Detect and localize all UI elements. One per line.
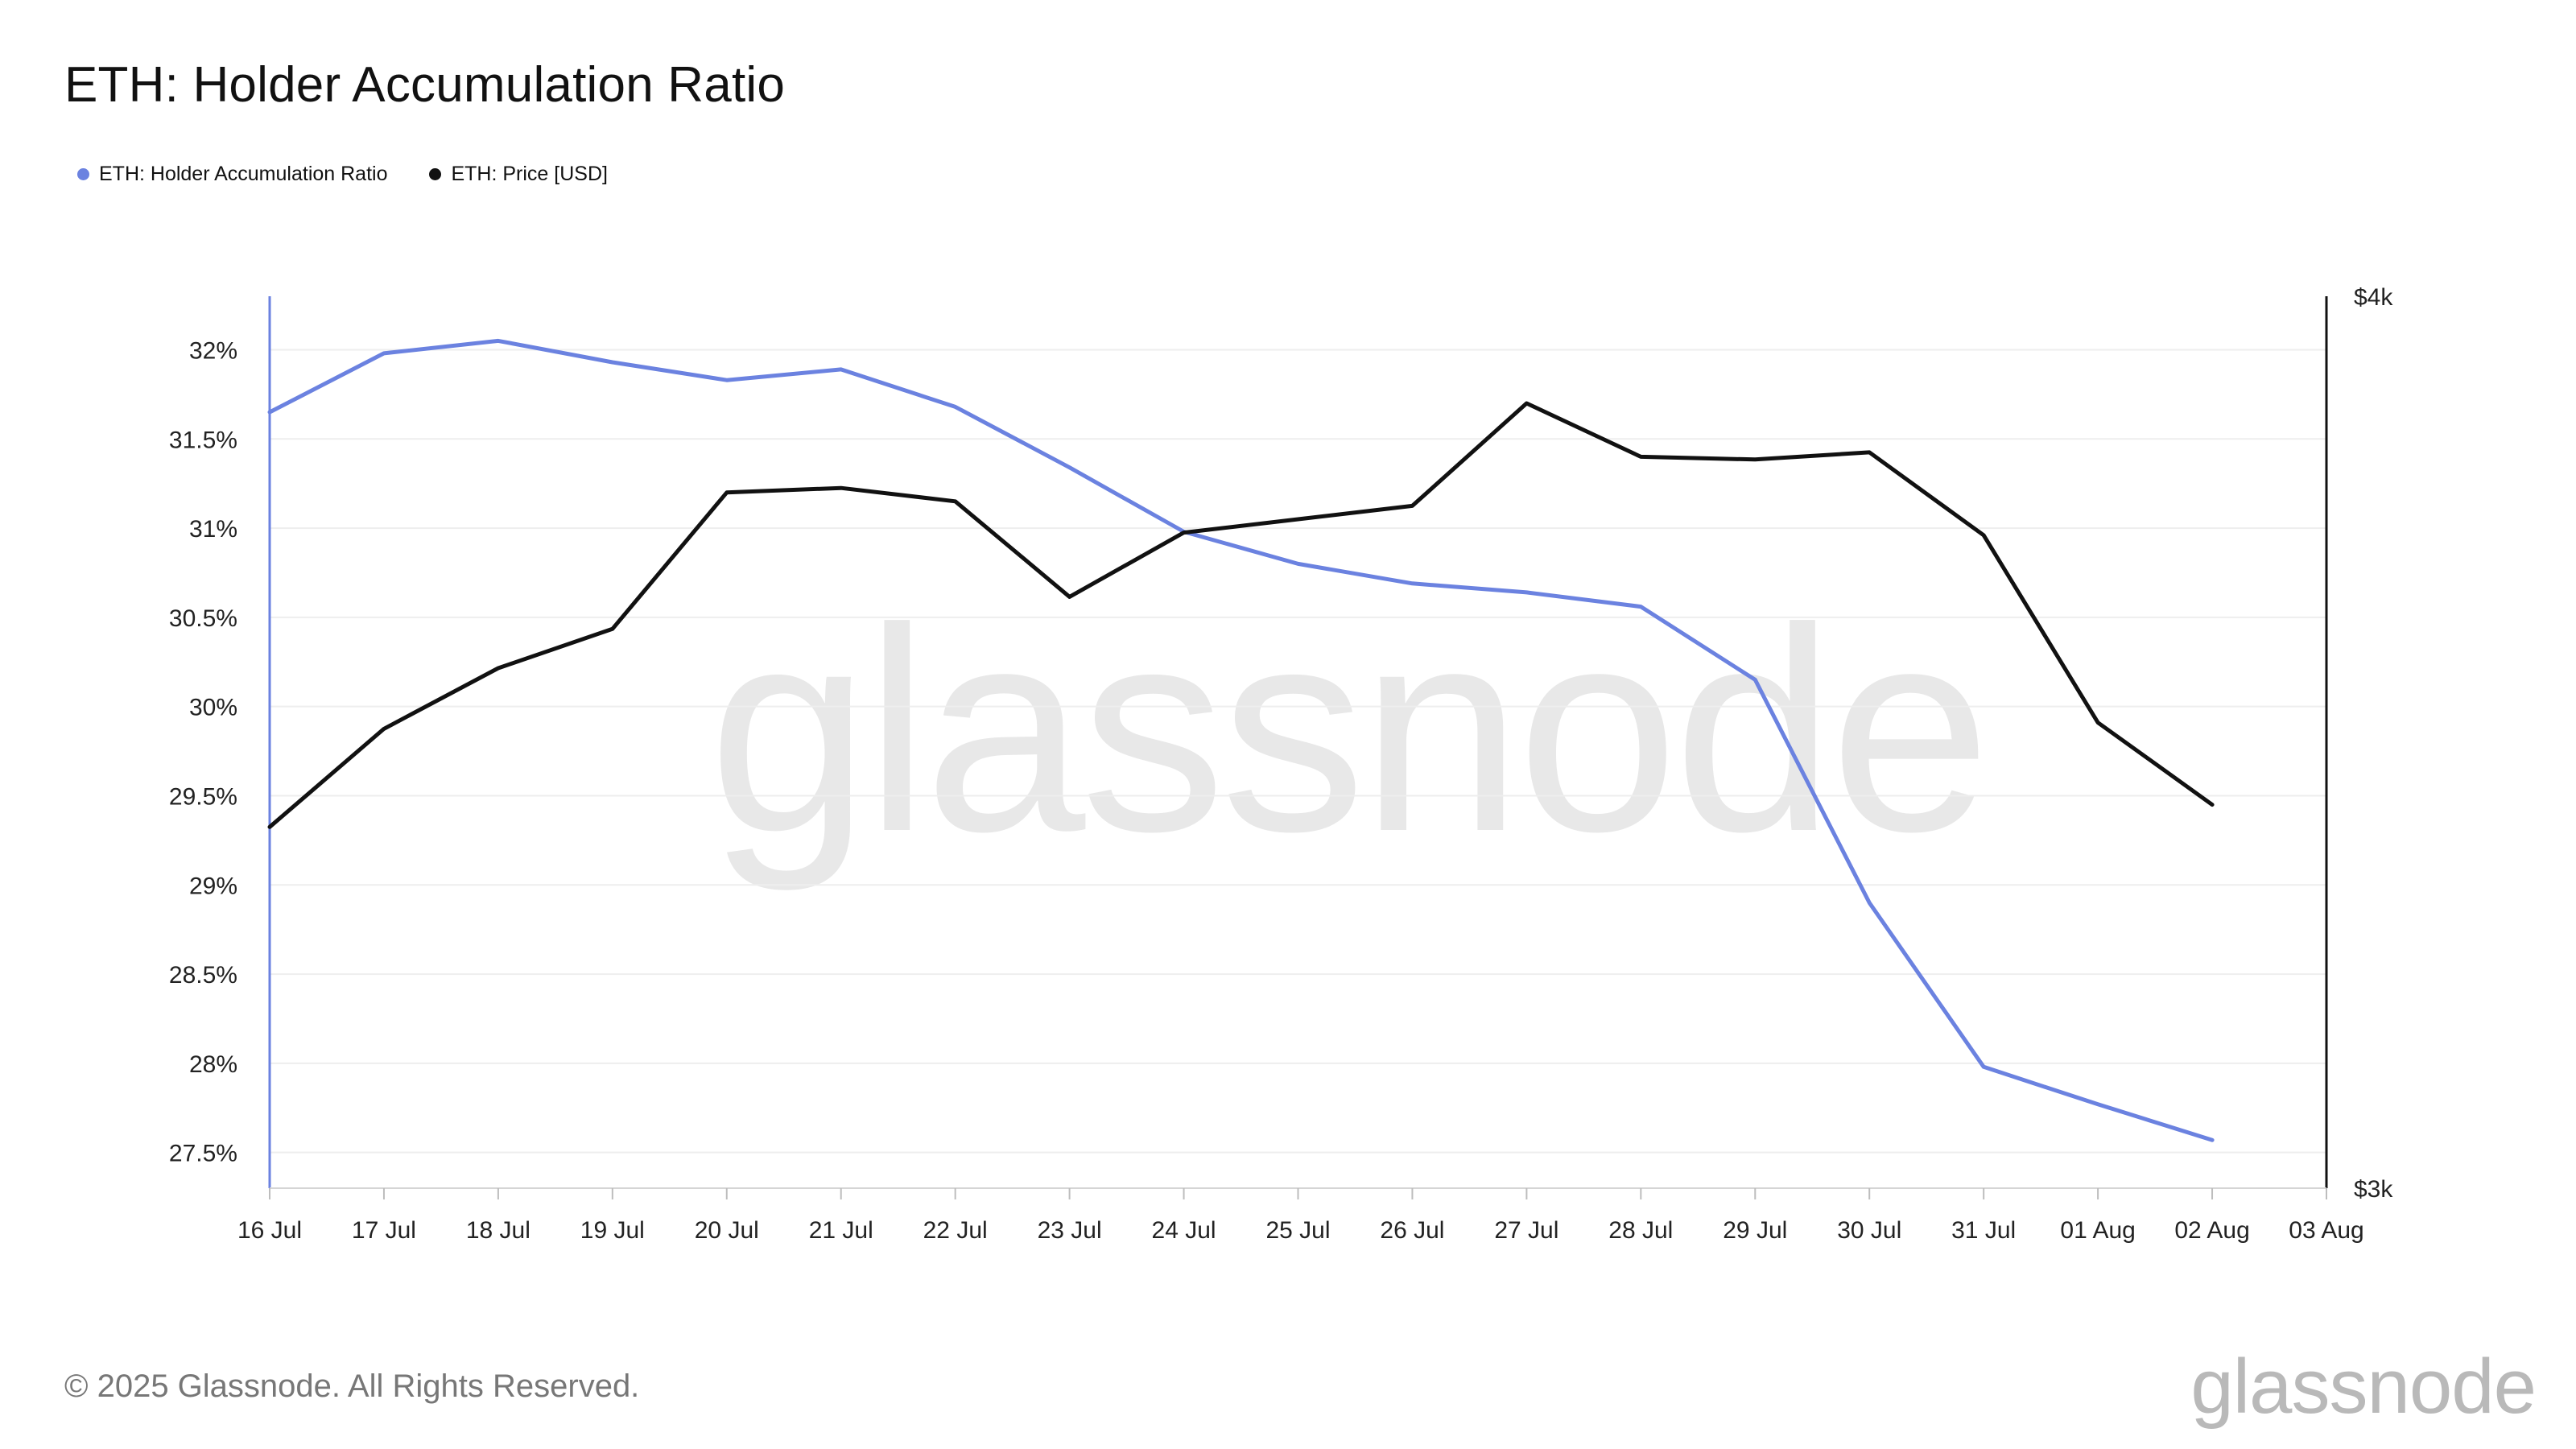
y-left-tick-label: 31% [189, 516, 237, 543]
page-title: ETH: Holder Accumulation Ratio [64, 57, 786, 113]
x-tick-label: 24 Jul [1152, 1217, 1216, 1244]
x-tick-label: 19 Jul [580, 1217, 645, 1244]
series-line-holder-accumulation-ratio [267, 338, 2215, 1142]
x-tick-label: 28 Jul [1608, 1217, 1673, 1244]
x-tick-label: 02 Aug [2174, 1217, 2249, 1244]
legend-label-ratio: ETH: Holder Accumulation Ratio [99, 163, 388, 185]
x-tick-label: 21 Jul [809, 1217, 873, 1244]
x-tick-label: 01 Aug [2060, 1217, 2135, 1244]
watermark: glassnode [708, 568, 1991, 892]
legend-label-price: ETH: Price [USD] [451, 163, 608, 185]
x-tick-label: 20 Jul [695, 1217, 759, 1244]
y-right-tick-label: $3k [2354, 1176, 2393, 1203]
y-left-tick-label: 28.5% [169, 962, 237, 989]
y-left-tick-label: 31.5% [169, 427, 237, 453]
x-tick-label: 26 Jul [1380, 1217, 1444, 1244]
x-tick-label: 22 Jul [923, 1217, 988, 1244]
legend-item-price[interactable]: ETH: Price [USD] [429, 163, 608, 186]
x-tick-label: 18 Jul [466, 1217, 530, 1244]
x-tick-label: 16 Jul [237, 1217, 302, 1244]
x-tick-label: 25 Jul [1265, 1217, 1330, 1244]
x-tick-label: 30 Jul [1837, 1217, 1901, 1244]
glassnode-logo: glassnode [2190, 1344, 2537, 1430]
x-tick-label: 17 Jul [352, 1217, 416, 1244]
series-line-eth-price [267, 401, 2215, 829]
y-left-tick-label: 32% [189, 337, 237, 364]
x-tick-label: 27 Jul [1494, 1217, 1558, 1244]
x-tick-label: 03 Aug [2289, 1217, 2363, 1244]
y-left-tick-label: 30.5% [169, 605, 237, 632]
legend-item-ratio[interactable]: ETH: Holder Accumulation Ratio [77, 163, 387, 186]
x-tick-label: 31 Jul [1951, 1217, 2016, 1244]
y-left-tick-label: 28% [189, 1051, 237, 1078]
x-tick-label: 29 Jul [1723, 1217, 1787, 1244]
y-left-tick-label: 27.5% [169, 1141, 237, 1167]
copyright: © 2025 Glassnode. All Rights Reserved. [64, 1368, 640, 1404]
legend-dot-ratio [77, 168, 89, 180]
y-right-tick-label: $4k [2354, 284, 2393, 311]
y-left-tick-label: 29% [189, 873, 237, 899]
x-tick-label: 23 Jul [1038, 1217, 1102, 1244]
y-left-tick-label: 29.5% [169, 783, 237, 810]
legend: ETH: Holder Accumulation Ratio ETH: Pric… [77, 163, 608, 186]
y-left-tick-label: 30% [189, 695, 237, 721]
legend-dot-price [429, 168, 442, 180]
